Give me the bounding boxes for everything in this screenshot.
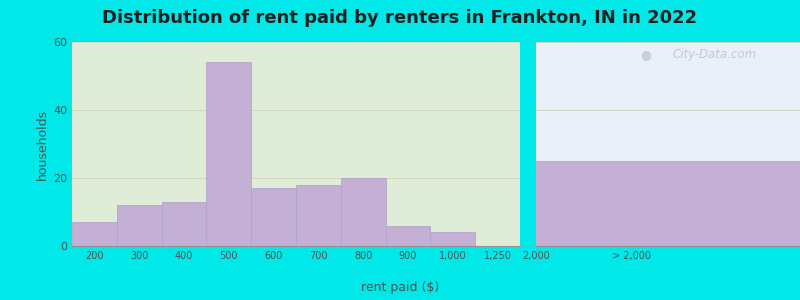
Bar: [386, 226, 430, 246]
Bar: [459, 161, 800, 246]
Bar: [206, 62, 251, 246]
Bar: [117, 205, 162, 246]
Bar: [72, 222, 117, 246]
Bar: [162, 202, 206, 246]
Text: ●: ●: [640, 48, 651, 61]
Text: City-Data.com: City-Data.com: [673, 48, 757, 61]
Text: rent paid ($): rent paid ($): [361, 281, 439, 294]
Bar: [296, 185, 341, 246]
Text: Distribution of rent paid by renters in Frankton, IN in 2022: Distribution of rent paid by renters in …: [102, 9, 698, 27]
Bar: [341, 178, 386, 246]
Y-axis label: households: households: [36, 108, 49, 180]
Bar: [251, 188, 296, 246]
Bar: [430, 232, 475, 246]
